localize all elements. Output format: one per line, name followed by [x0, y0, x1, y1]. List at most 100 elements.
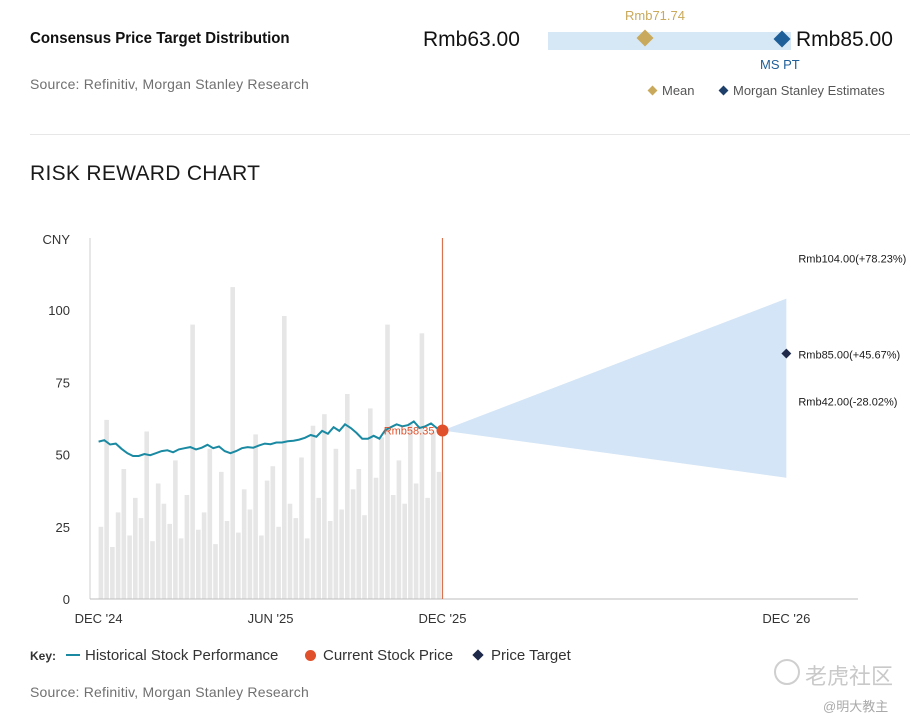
key-current-label: Current Stock Price [323, 647, 454, 664]
consensus-source: Source: Refinitiv, Morgan Stanley Resear… [30, 76, 309, 92]
x-tick-label: DEC '26 [762, 611, 810, 626]
volume-bar [350, 489, 356, 599]
volume-bar [155, 483, 161, 599]
volume-bar [408, 422, 413, 599]
price-target-label: Rmb42.00(-28.02%) [798, 397, 897, 409]
volume-bar [247, 509, 253, 599]
volume-bar [121, 469, 127, 599]
historical-price-line [98, 420, 443, 457]
key-target-label: Price Target [491, 647, 571, 664]
volume-bars [98, 287, 442, 599]
key-current: Current Stock Price [305, 647, 453, 664]
section-divider [30, 134, 910, 135]
y-tick-label: 0 [63, 592, 70, 607]
volume-bar [264, 480, 270, 599]
volume-bar [419, 333, 425, 599]
volume-bar [167, 523, 172, 599]
volume-bar [115, 512, 121, 599]
key-label: Key: [30, 649, 57, 663]
volume-bar [173, 460, 178, 599]
volume-bar [270, 466, 276, 599]
risk-reward-title: RISK REWARD CHART [30, 162, 261, 185]
volume-bar [287, 503, 293, 599]
volume-bar [425, 497, 430, 599]
x-tick-label: JUN '25 [248, 611, 294, 626]
historical-series [98, 420, 443, 457]
current-price-marker [436, 424, 449, 437]
volume-bar [259, 535, 264, 599]
y-tick-label: 100 [48, 303, 70, 318]
projection-cone-area [442, 298, 787, 478]
watermark-text: 老虎社区 [805, 664, 894, 689]
current-price-label: Rmb58.35 [384, 425, 435, 437]
consensus-low-value: Rmb63.00 [423, 28, 520, 51]
volume-bar [213, 544, 218, 599]
volume-bar [110, 547, 115, 599]
chart-markers: Rmb58.35 Rmb104.00(+78.23%) Rmb85.00(+45.6… [384, 238, 906, 599]
legend-mean: Mean [647, 83, 695, 98]
legend-mean-label: Mean [662, 83, 695, 98]
price-target-marker [781, 348, 792, 359]
key-historical-label: Historical Stock Performance [85, 647, 279, 664]
historical-line-icon [66, 654, 80, 656]
volume-bar [241, 489, 247, 599]
volume-bar [224, 521, 230, 599]
volume-bar [127, 535, 132, 599]
volume-bar [253, 434, 258, 599]
y-tick-label: 50 [56, 448, 70, 463]
volume-bar [138, 518, 144, 599]
x-tick-label: DEC '24 [75, 611, 123, 626]
x-tick-label: DEC '25 [418, 611, 466, 626]
volume-bar [327, 521, 333, 599]
volume-bar [304, 538, 310, 599]
price-target-label: Rmb104.00(+78.23%) [798, 254, 906, 266]
price-target-diamond-icon [472, 649, 484, 661]
volume-bar [356, 469, 362, 599]
key-historical: Historical Stock Performance [66, 647, 278, 664]
volume-bar [379, 437, 384, 599]
watermark-handle: @明大教主 [823, 699, 889, 714]
volume-bar [310, 425, 316, 599]
legend-ms-estimates: Morgan Stanley Estimates [718, 83, 885, 98]
volume-bar [161, 503, 167, 599]
chart-source: Source: Refinitiv, Morgan Stanley Resear… [30, 684, 309, 700]
volume-bar [368, 408, 373, 599]
projection-cone [442, 298, 787, 478]
volume-bar [144, 431, 149, 599]
mean-value-label: Rmb71.74 [625, 8, 685, 23]
volume-bar [385, 324, 390, 599]
volume-bar [413, 483, 419, 599]
volume-bar [219, 471, 224, 599]
volume-bar [390, 495, 396, 599]
ms-pt-label: MS PT [760, 57, 800, 72]
volume-bar [196, 529, 201, 599]
volume-bar [373, 477, 379, 599]
volume-bar [402, 503, 407, 599]
volume-bar [236, 532, 241, 599]
volume-bar [282, 316, 287, 599]
volume-bar [322, 414, 327, 599]
current-price-dot-icon [305, 650, 316, 661]
volume-bar [201, 512, 207, 599]
volume-bar [150, 541, 155, 599]
legend-ms-label: Morgan Stanley Estimates [733, 83, 885, 98]
key-target: Price Target [472, 647, 571, 664]
y-axis-label: CNY [43, 232, 71, 247]
consensus-title: Consensus Price Target Distribution [30, 30, 290, 47]
volume-bar [436, 471, 442, 599]
volume-bar [207, 448, 213, 599]
y-tick-label: 25 [56, 520, 70, 535]
volume-bar [299, 457, 304, 599]
volume-bar [345, 394, 350, 599]
volume-bar [316, 497, 321, 599]
volume-bar [362, 515, 367, 599]
volume-bar [178, 538, 184, 599]
volume-bar [184, 495, 190, 599]
volume-bar [339, 509, 344, 599]
chart-axes: CNY 0 25 50 75 100 DEC '24 JUN '25 DEC '25 DEC '2… [43, 232, 858, 626]
consensus-range-bar [548, 32, 791, 50]
volume-bar [431, 431, 436, 599]
volume-bar [230, 287, 235, 599]
price-target-label: Rmb85.00(+45.67%) [798, 350, 900, 362]
